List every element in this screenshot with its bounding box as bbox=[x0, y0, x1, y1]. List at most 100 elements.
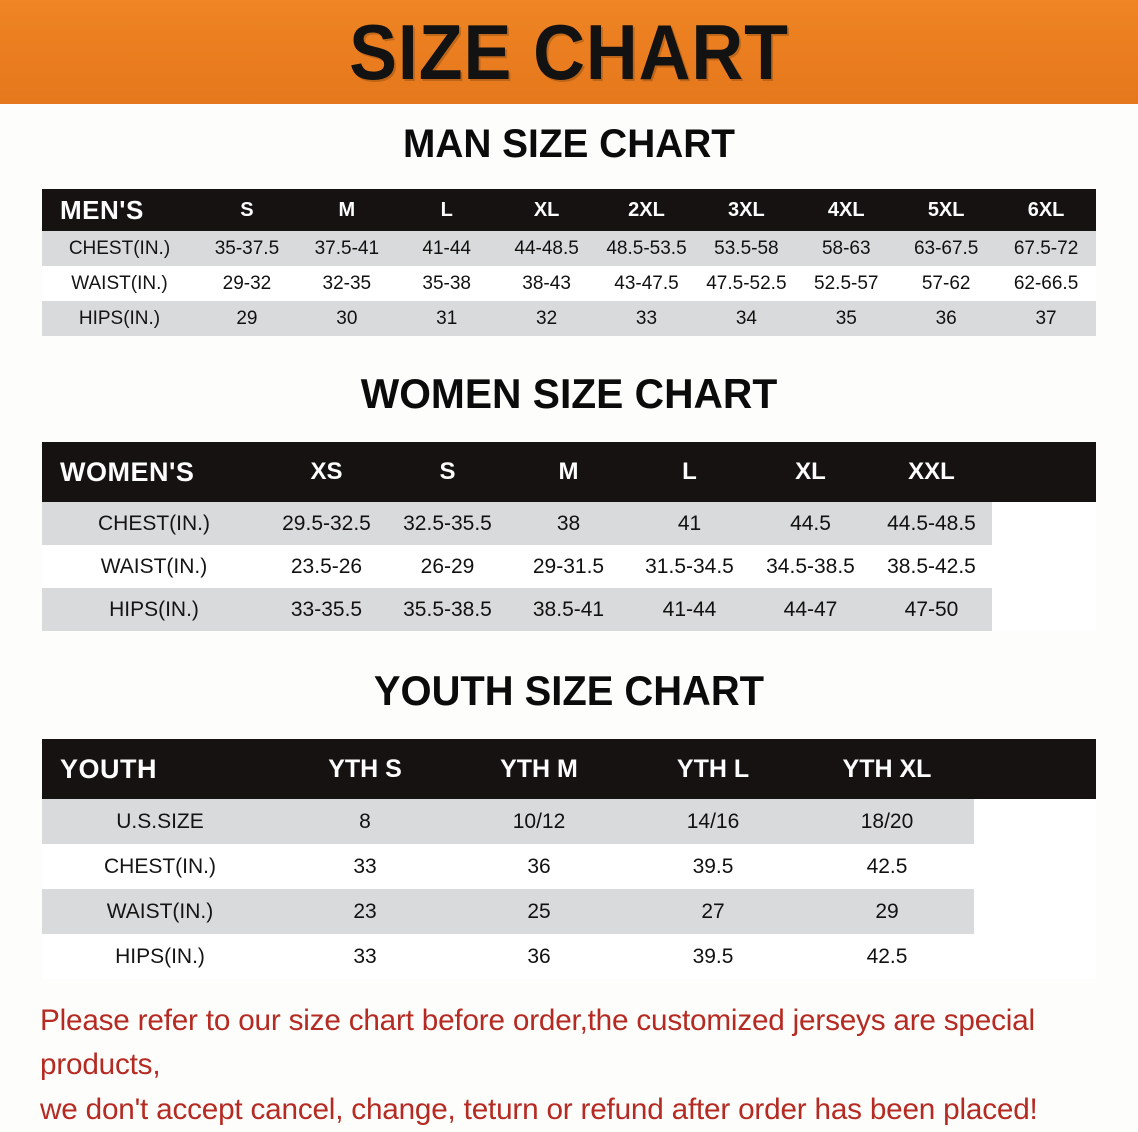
men-row-label: HIPS(IN.) bbox=[41, 301, 197, 336]
women-cell-spacer bbox=[992, 588, 1096, 631]
women-column-header-2: S bbox=[439, 458, 456, 485]
youth-cell: 33 bbox=[278, 934, 452, 979]
men-table-head: MEN'S S M L XL 2XL 3XL 4XL 5XL 6XL bbox=[41, 189, 1096, 231]
men-cell: 67.5-72 bbox=[996, 231, 1096, 266]
women-cell-spacer bbox=[992, 502, 1096, 545]
men-row-label: CHEST(IN.) bbox=[41, 231, 197, 266]
women-cell: 41-44 bbox=[629, 588, 750, 631]
women-cell: 23.5-26 bbox=[266, 545, 387, 588]
youth-cell: 27 bbox=[626, 889, 800, 934]
men-cell: 43-47.5 bbox=[596, 266, 697, 301]
men-cell: 35-37.5 bbox=[196, 231, 297, 266]
men-cell: 63-67.5 bbox=[896, 231, 997, 266]
men-row-header-label: MEN'S bbox=[59, 194, 144, 225]
women-cell: 34.5-38.5 bbox=[750, 545, 871, 588]
men-table-body: CHEST(IN.) 35-37.5 37.5-41 41-44 44-48.5 48.5… bbox=[41, 231, 1096, 336]
men-cell: 32 bbox=[496, 301, 597, 336]
women-cell: 38.5-42.5 bbox=[871, 545, 992, 588]
men-cell: 36 bbox=[896, 301, 997, 336]
men-table-row: WAIST(IN.) 29-32 32-35 35-38 38-43 43-47.5 47.… bbox=[41, 266, 1096, 301]
youth-column-header-2: YTH M bbox=[500, 754, 578, 783]
women-cell: 26-29 bbox=[387, 545, 508, 588]
youth-cell-spacer bbox=[974, 844, 1096, 889]
youth-table-row: HIPS(IN.) 33 36 39.5 42.5 bbox=[42, 934, 1096, 979]
men-cell: 62-66.5 bbox=[996, 266, 1096, 301]
women-cell: 44.5 bbox=[750, 502, 871, 545]
man-section-title: MAN SIZE CHART bbox=[403, 122, 735, 166]
men-cell: 38-43 bbox=[496, 266, 597, 301]
men-table-row: CHEST(IN.) 35-37.5 37.5-41 41-44 44-48.5 48.5… bbox=[41, 231, 1096, 266]
men-cell: 47.5-52.5 bbox=[696, 266, 797, 301]
men-cell: 31 bbox=[396, 301, 497, 336]
youth-row-label: CHEST(IN.) bbox=[42, 844, 278, 889]
youth-table-body: U.S.SIZE 8 10/12 14/16 18/20 CHEST(IN.) 33 36 39… bbox=[42, 799, 1096, 979]
youth-column-header-3: YTH L bbox=[676, 754, 750, 783]
women-table-head: WOMEN'S XS S M L XL XXL bbox=[42, 442, 1096, 502]
women-table-body: CHEST(IN.) 29.5-32.5 32.5-35.5 38 41 44.5 44.5… bbox=[42, 502, 1096, 631]
men-cell: 34 bbox=[696, 301, 797, 336]
women-column-header-4: L bbox=[682, 458, 697, 485]
youth-cell: 23 bbox=[278, 889, 452, 934]
women-cell: 41 bbox=[629, 502, 750, 545]
youth-size-table: YOUTH YTH S YTH M YTH L YTH XL U.S.SIZE 8 10/1… bbox=[42, 739, 1096, 979]
youth-table-row: U.S.SIZE 8 10/12 14/16 18/20 bbox=[42, 799, 1096, 844]
men-cell: 29-32 bbox=[196, 266, 297, 301]
women-cell: 32.5-35.5 bbox=[387, 502, 508, 545]
page-banner: SIZE CHART bbox=[0, 0, 1138, 104]
men-size-table: MEN'S S M L XL 2XL 3XL 4XL 5XL 6XL CHEST(IN.) 35-3… bbox=[41, 189, 1096, 336]
men-row-label: WAIST(IN.) bbox=[41, 266, 197, 301]
youth-row-label: WAIST(IN.) bbox=[42, 889, 278, 934]
men-column-header-5: 2XL bbox=[628, 198, 665, 221]
men-cell: 41-44 bbox=[396, 231, 497, 266]
youth-column-header-1: YTH S bbox=[328, 754, 402, 783]
men-cell: 35-38 bbox=[396, 266, 497, 301]
youth-section-title: YOUTH SIZE CHART bbox=[373, 667, 765, 714]
women-table-row: HIPS(IN.) 33-35.5 35.5-38.5 38.5-41 41-44 44-… bbox=[42, 588, 1096, 631]
women-cell: 44.5-48.5 bbox=[871, 502, 992, 545]
men-header-row: MEN'S S M L XL 2XL 3XL 4XL 5XL 6XL bbox=[41, 189, 1096, 231]
men-cell: 58-63 bbox=[796, 231, 897, 266]
men-cell: 44-48.5 bbox=[496, 231, 597, 266]
women-size-table: WOMEN'S XS S M L XL XXL CHEST(IN.) 29.5-32.5 32.… bbox=[42, 442, 1096, 631]
women-cell-spacer bbox=[992, 545, 1096, 588]
women-cell: 38 bbox=[508, 502, 629, 545]
youth-cell: 29 bbox=[800, 889, 974, 934]
women-column-header-3: M bbox=[558, 458, 579, 485]
youth-cell: 33 bbox=[278, 844, 452, 889]
men-column-header-3: L bbox=[440, 198, 453, 221]
youth-table-head: YOUTH YTH S YTH M YTH L YTH XL bbox=[42, 739, 1096, 799]
women-row-label: WAIST(IN.) bbox=[42, 545, 266, 588]
men-column-header-6: 3XL bbox=[728, 198, 765, 221]
youth-column-header-spacer bbox=[974, 739, 1096, 799]
women-row-label: HIPS(IN.) bbox=[42, 588, 266, 631]
youth-cell: 10/12 bbox=[452, 799, 626, 844]
men-column-header-9: 6XL bbox=[1027, 198, 1065, 221]
youth-cell-spacer bbox=[974, 934, 1096, 979]
women-section-title: WOMEN SIZE CHART bbox=[360, 370, 778, 417]
women-cell: 31.5-34.5 bbox=[629, 545, 750, 588]
men-cell: 32-35 bbox=[296, 266, 397, 301]
women-cell: 29-31.5 bbox=[508, 545, 629, 588]
disclaimer-line-2: we don't accept cancel, change, teturn o… bbox=[40, 1092, 1038, 1126]
women-cell: 35.5-38.5 bbox=[387, 588, 508, 631]
women-column-header-6: XXL bbox=[908, 458, 955, 485]
youth-cell: 36 bbox=[452, 934, 626, 979]
youth-cell: 14/16 bbox=[626, 799, 800, 844]
men-table-row: HIPS(IN.) 29 30 31 32 33 34 35 36 37 bbox=[41, 301, 1096, 336]
youth-row-label: U.S.SIZE bbox=[42, 799, 278, 844]
men-column-header-4: XL bbox=[533, 198, 560, 221]
men-cell: 37 bbox=[996, 301, 1096, 336]
youth-table-row: CHEST(IN.) 33 36 39.5 42.5 bbox=[42, 844, 1096, 889]
men-cell: 37.5-41 bbox=[296, 231, 397, 266]
men-cell: 33 bbox=[596, 301, 697, 336]
youth-cell: 25 bbox=[452, 889, 626, 934]
youth-cell: 42.5 bbox=[800, 844, 974, 889]
women-column-header-1: XS bbox=[310, 458, 343, 485]
men-column-header-8: 5XL bbox=[927, 198, 965, 221]
youth-row-header-label: YOUTH bbox=[60, 753, 157, 784]
youth-cell: 39.5 bbox=[626, 934, 800, 979]
disclaimer-note: Please refer to our size chart before or… bbox=[40, 999, 1093, 1132]
men-cell: 52.5-57 bbox=[796, 266, 897, 301]
youth-table-row: WAIST(IN.) 23 25 27 29 bbox=[42, 889, 1096, 934]
men-column-header-1: S bbox=[240, 198, 254, 221]
